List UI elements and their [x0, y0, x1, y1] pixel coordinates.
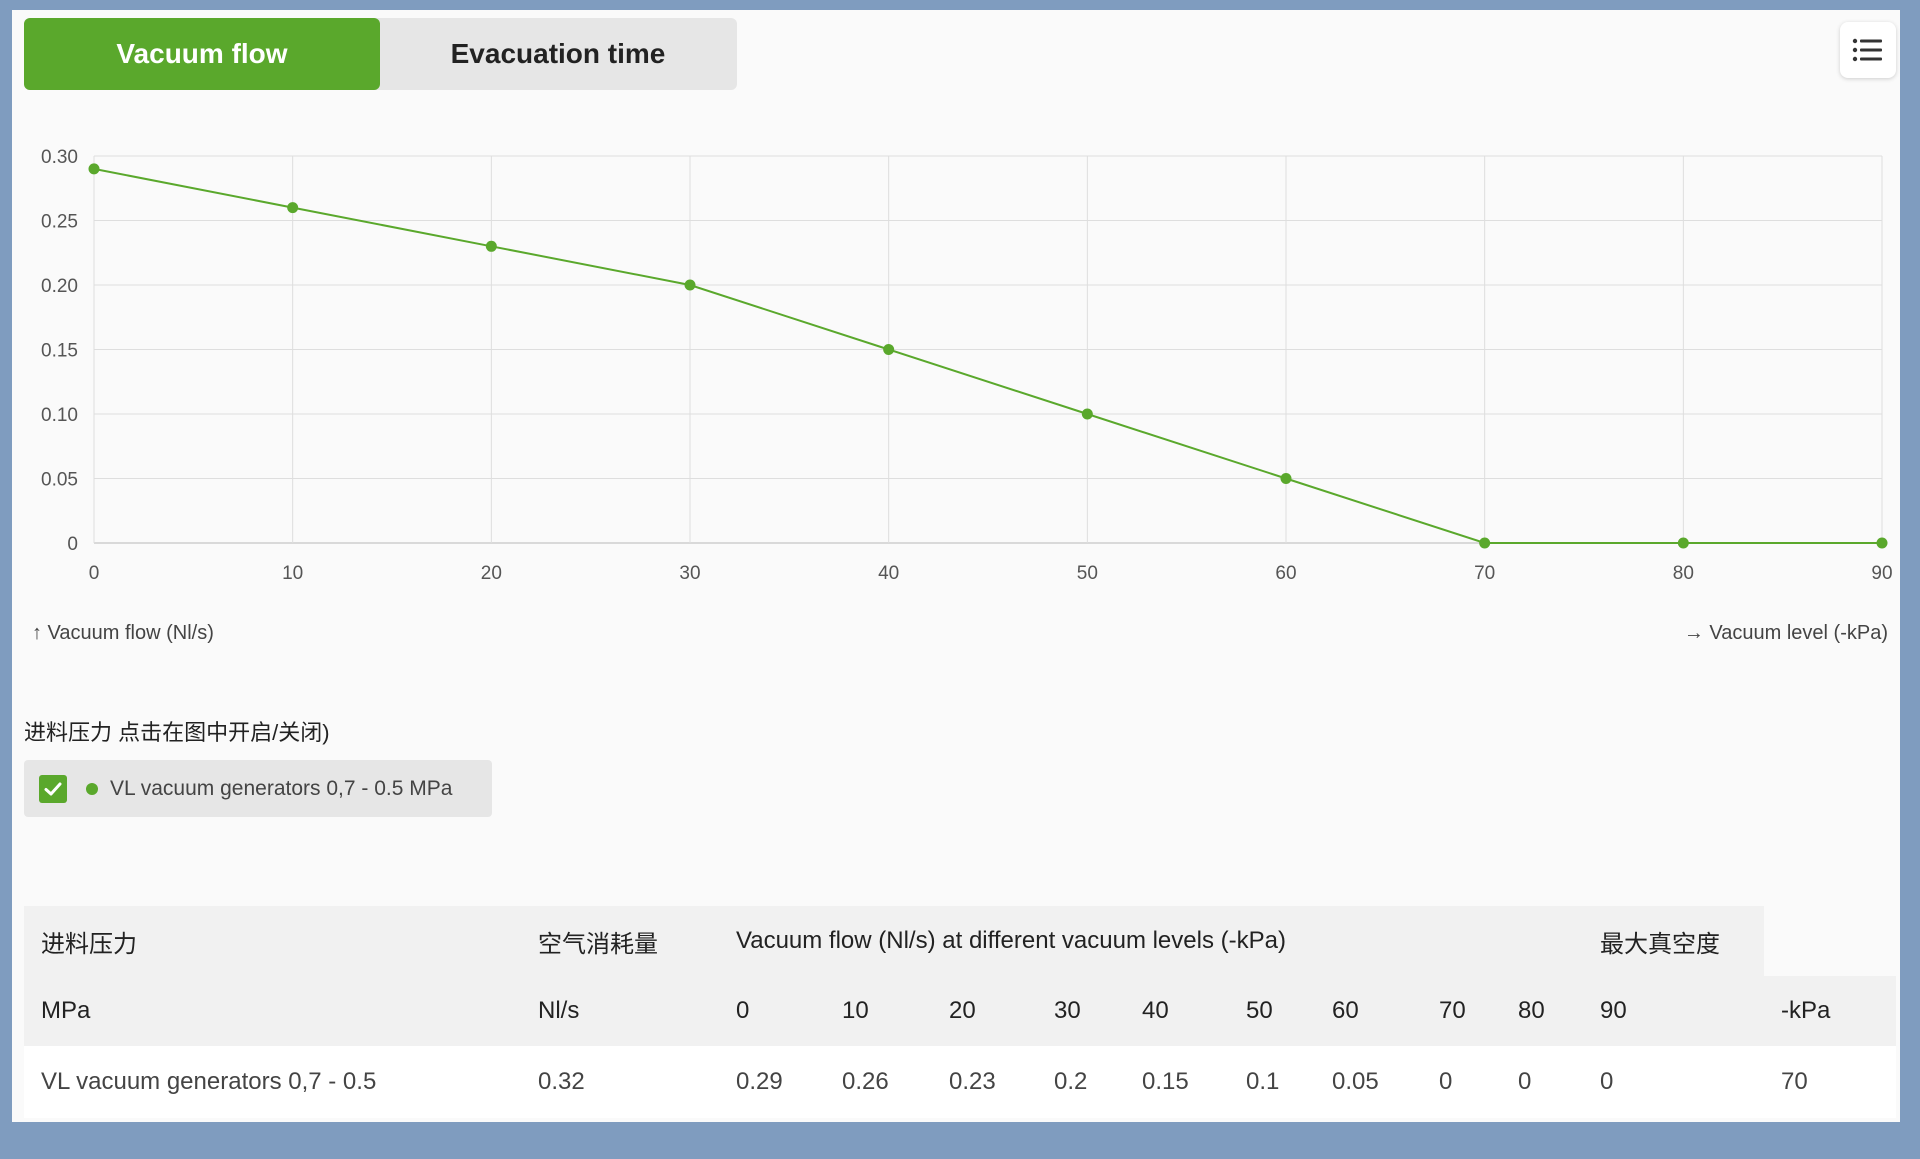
unit-cell: 20 [932, 976, 1037, 1046]
x-tick-label: 10 [282, 563, 303, 584]
x-tick-label: 80 [1673, 563, 1694, 584]
legend-series-dot [86, 782, 98, 795]
table-cell: 0.23 [932, 1046, 1037, 1118]
chart-tabs: Vacuum flow Evacuation time [24, 18, 737, 90]
x-tick-label: 30 [679, 563, 700, 584]
data-point [1876, 537, 1888, 549]
table-cell: 0.2 [1037, 1046, 1125, 1118]
legend-title: 进料压力 点击在图中开启/关闭) [24, 720, 330, 745]
data-point [1081, 408, 1093, 420]
data-point [1280, 473, 1292, 484]
checkmark-icon [44, 782, 62, 795]
unit-cell: 50 [1229, 976, 1315, 1046]
unit-cell: Nl/s [521, 976, 719, 1046]
legend-checkbox[interactable] [39, 774, 67, 803]
table-cell: VL vacuum generators 0,7 - 0.5 [24, 1046, 521, 1118]
y-tick-label: 0.25 [41, 212, 78, 233]
unit-cell: 30 [1037, 976, 1125, 1046]
table-cell: 0.15 [1125, 1046, 1229, 1118]
y-tick-label: 0.15 [41, 341, 78, 362]
unit-cell: 0 [719, 976, 825, 1046]
table-cell: 0.1 [1229, 1046, 1315, 1118]
data-table: 进料压力 空气消耗量 Vacuum flow (Nl/s) at differe… [24, 906, 1896, 1118]
x-tick-label: 70 [1474, 563, 1495, 584]
header-blank [1764, 906, 1896, 976]
x-tick-label: 40 [878, 563, 899, 584]
data-point [1677, 537, 1689, 549]
data-point [88, 163, 100, 175]
data-point [684, 279, 696, 291]
x-tick-label: 20 [481, 563, 502, 584]
y-tick-label: 0.20 [41, 276, 78, 297]
unit-cell: 70 [1422, 976, 1501, 1046]
table-cell: 0 [1422, 1046, 1501, 1118]
x-tick-label: 90 [1871, 563, 1892, 584]
data-point [287, 202, 299, 214]
series-line [93, 167, 1882, 544]
table-unit-row: MPa Nl/s 0 10 20 30 40 50 60 70 80 90 -k… [24, 976, 1896, 1046]
legend-series-label: VL vacuum generators 0,7 - 0.5 MPa [110, 776, 453, 800]
table-cell: 0.29 [719, 1046, 825, 1118]
header-air-consumption: 空气消耗量 [521, 906, 719, 976]
y-tick-label: 0.30 [41, 147, 78, 168]
chart-card: Vacuum flow Evacuation time 0 0.05 0.10 0.1… [12, 10, 1900, 1122]
y-tick-label: 0.05 [41, 470, 78, 491]
unit-cell: 90 [1583, 976, 1764, 1046]
table-header-row: 进料压力 空气消耗量 Vacuum flow (Nl/s) at differe… [24, 906, 1896, 976]
tab-evacuation-time[interactable]: Evacuation time [450, 38, 666, 69]
x-tick-label: 50 [1077, 563, 1098, 584]
y-axis-title: ↑ Vacuum flow (Nl/s) [32, 622, 214, 644]
table-row: VL vacuum generators 0,7 - 0.5 0.32 0.29… [24, 1046, 1896, 1118]
unit-cell: 60 [1315, 976, 1422, 1046]
x-axis-title: → Vacuum level (-kPa) [1683, 622, 1888, 644]
table-cell: 0 [1501, 1046, 1583, 1118]
table-cell: 70 [1764, 1046, 1896, 1118]
unit-cell: 40 [1125, 976, 1229, 1046]
unit-cell: 10 [825, 976, 932, 1046]
x-tick-label: 0 [89, 563, 100, 584]
vacuum-flow-chart: 0 0.05 0.10 0.15 0.20 0.25 0.30 0 10 20 30 40 50 60 70… [41, 147, 1893, 584]
list-icon [1852, 38, 1882, 62]
table-cell: 0.05 [1315, 1046, 1422, 1118]
header-vacuum-flow: Vacuum flow (Nl/s) at different vacuum l… [719, 906, 1583, 976]
unit-cell: MPa [24, 976, 521, 1046]
y-tick-label: 0 [67, 534, 78, 555]
chart-menu-button[interactable] [1840, 22, 1896, 78]
header-max-vacuum: 最大真空度 [1583, 906, 1764, 976]
data-point [883, 344, 895, 355]
data-point [485, 240, 497, 252]
data-point [1479, 537, 1491, 549]
table-cell: 0.32 [521, 1046, 719, 1118]
legend-item-series[interactable]: VL vacuum generators 0,7 - 0.5 MPa [24, 760, 492, 817]
unit-cell: 80 [1501, 976, 1583, 1046]
tab-vacuum-flow[interactable]: Vacuum flow [24, 18, 380, 90]
table-cell: 0.26 [825, 1046, 932, 1118]
table-cell: 0 [1583, 1046, 1764, 1118]
x-tick-label: 60 [1275, 563, 1296, 584]
y-tick-label: 0.10 [41, 405, 78, 426]
unit-cell: -kPa [1764, 976, 1896, 1046]
header-feed-pressure: 进料压力 [24, 906, 521, 976]
